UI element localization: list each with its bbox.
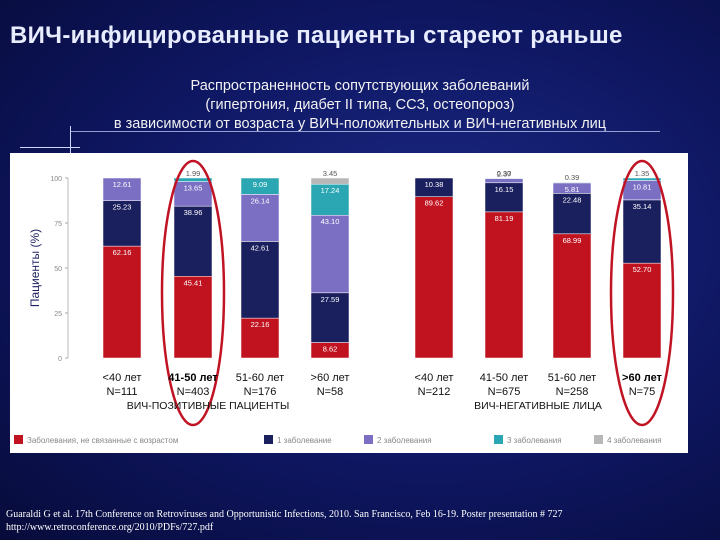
y-tick-label: 50 <box>54 266 62 273</box>
citation-line-1: Guaraldi G et al. 17th Conference on Ret… <box>6 509 563 520</box>
bar-value-label: 25.23 <box>113 203 132 212</box>
bar-segment <box>552 181 592 184</box>
legend-swatch <box>14 435 23 444</box>
x-category-age: 41-50 лет <box>480 372 528 384</box>
bar-value-label: 42.61 <box>251 243 270 252</box>
x-category-n: N=58 <box>317 386 344 398</box>
x-category-age: <40 лет <box>415 372 454 384</box>
bar-value-label: 2.37 <box>497 170 512 179</box>
x-category-n: N=212 <box>418 386 451 398</box>
bar-value-label: 9.09 <box>253 180 268 189</box>
x-category-n: N=258 <box>556 386 589 398</box>
citation-url: http://www.retroconference.org/2010/PDFs… <box>6 522 214 533</box>
bar-value-label: 22.48 <box>563 195 582 204</box>
decorative-cross-horizontal <box>20 147 80 148</box>
bar-segment <box>552 233 592 359</box>
bar-value-label: 3.45 <box>323 169 338 178</box>
legend-swatch <box>494 435 503 444</box>
x-category-age: 41-50 лет <box>168 372 218 384</box>
bar-segment <box>414 177 454 197</box>
bar-segment <box>102 177 142 201</box>
highlight-ellipse <box>160 159 226 427</box>
bar-segment <box>173 276 213 359</box>
bar-segment <box>240 177 280 195</box>
y-tick-label: 100 <box>50 176 62 183</box>
bar-segment <box>414 196 454 359</box>
y-tick-label: 25 <box>54 311 62 318</box>
legend-label: 3 заболевания <box>507 436 562 445</box>
bar-segment <box>240 241 280 319</box>
bar-value-label: 43.10 <box>321 217 340 226</box>
bar-value-label: 35.14 <box>633 202 652 211</box>
bar-value-label: 16.15 <box>495 185 514 194</box>
slide-title: ВИЧ-инфицированные пациенты стареют рань… <box>10 22 623 49</box>
bar-segment <box>310 214 350 294</box>
bar-value-label: 38.96 <box>184 208 203 217</box>
legend-label: 4 заболевания <box>607 436 662 445</box>
bar-segment <box>484 178 524 184</box>
legend-label: 1 заболевание <box>277 436 332 445</box>
bar-value-label: 81.19 <box>495 214 514 223</box>
bar-segment <box>484 182 524 213</box>
subtitle-line-2: (гипертония, диабет II типа, ССЗ, остеоп… <box>205 97 515 113</box>
legend-label: 2 заболевания <box>377 436 432 445</box>
legend-swatch <box>594 435 603 444</box>
x-category-age: 51-60 лет <box>236 372 284 384</box>
bar-segment <box>310 177 350 185</box>
bar-value-label: 45.41 <box>184 278 203 287</box>
bar-value-label: 13.65 <box>184 184 203 193</box>
bar-segment <box>622 177 662 181</box>
x-category-n: N=111 <box>106 386 137 398</box>
legend-swatch <box>264 435 273 444</box>
x-category-n: N=675 <box>488 386 521 398</box>
bar-segment <box>484 211 524 359</box>
y-axis-label: Пациенты (%) <box>28 229 42 307</box>
bar-value-label: 52.70 <box>633 265 652 274</box>
bar-value-label: 1.99 <box>186 169 201 178</box>
bar-segment <box>622 262 662 359</box>
group-label-positive: ВИЧ-ПОЗИТИВНЫЕ ПАЦИЕНТЫ <box>127 400 290 412</box>
bar-segment <box>552 193 592 235</box>
decorative-cross-vertical <box>70 126 71 170</box>
stacked-bar-chart: 0 25 50 75 100 Пациенты (%) 62.16 25.23 12.61 45.… <box>14 159 675 445</box>
legend-swatch <box>364 435 373 444</box>
x-category-n: N=176 <box>244 386 277 398</box>
bar-value-label: 27.59 <box>321 295 340 304</box>
bar-value-label: 5.81 <box>565 185 580 194</box>
bar-value-label: 1.35 <box>635 169 650 178</box>
x-category-n: N=75 <box>629 386 656 398</box>
highlight-ellipse <box>609 159 675 427</box>
citation: Guaraldi G et al. 17th Conference on Ret… <box>6 508 563 534</box>
bar-value-label: 10.81 <box>633 182 652 191</box>
bar-value-label: 17.24 <box>321 186 340 195</box>
bar-value-label: 22.16 <box>251 320 270 329</box>
bar-segment <box>622 199 662 264</box>
divider-line <box>70 131 660 132</box>
x-category-age: >60 лет <box>622 372 663 384</box>
legend-label: Заболевания, не связанные с возрастом <box>27 436 178 445</box>
bar-segment <box>173 177 213 182</box>
bar-segment <box>102 245 142 359</box>
x-category-age: <40 лет <box>103 372 142 384</box>
x-category-age: 51-60 лет <box>548 372 596 384</box>
bar-value-label: 12.61 <box>113 180 132 189</box>
bar-value-label: 89.62 <box>425 199 444 208</box>
bar-value-label: 0.30 <box>497 169 512 178</box>
bar-value-label: 26.14 <box>251 196 270 205</box>
bar-value-label: 10.38 <box>425 180 444 189</box>
group-label-negative: ВИЧ-НЕГАТИВНЫЕ ЛИЦА <box>474 400 602 412</box>
x-category-n: N=403 <box>177 386 210 398</box>
bar-value-label: 8.62 <box>323 344 338 353</box>
x-category-age: >60 лет <box>311 372 350 384</box>
subtitle-line-3: в зависимости от возраста у ВИЧ-положите… <box>113 116 607 132</box>
bar-value-label: 62.16 <box>113 248 132 257</box>
y-tick-label: 0 <box>58 356 62 363</box>
bar-value-label: 0.39 <box>565 173 580 182</box>
bar-segment <box>310 183 350 216</box>
chart-panel: 0 25 50 75 100 Пациенты (%) 62.16 25.23 12.61 45.… <box>10 153 688 453</box>
bar-segment <box>484 177 524 179</box>
bar-value-label: 68.99 <box>563 236 582 245</box>
subtitle-line-1: Распространенность сопутствующих заболев… <box>190 78 530 94</box>
y-tick-label: 75 <box>54 221 62 228</box>
